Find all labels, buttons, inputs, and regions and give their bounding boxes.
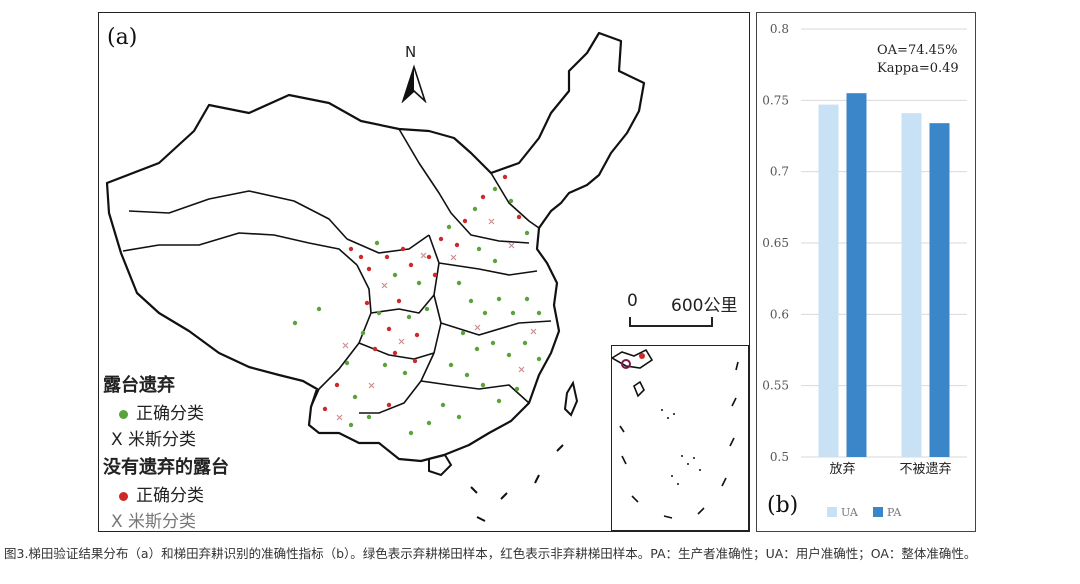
scale-zero: 0: [627, 291, 638, 311]
bar-ua-0: [818, 104, 839, 457]
oa-stat: OA=74.45%: [877, 43, 958, 58]
taiwan-island: [563, 380, 579, 417]
x-tick-label: 放弃: [829, 462, 855, 477]
south-sea-dashes: [470, 444, 564, 522]
north-arrow-icon: [401, 64, 427, 103]
bar-pa-1: [929, 123, 950, 457]
panel-b-label: (b): [767, 493, 799, 518]
chart-legend: UA PA: [827, 506, 902, 519]
y-tick-label: 0.75: [762, 93, 789, 107]
bar-pa-0: [846, 93, 867, 457]
figure-caption: 图3.梯田验证结果分布（a）和梯田弃耕识别的准确性指标（b）。绿色表示弃耕梯田样…: [4, 546, 977, 561]
legend-group1-correct-label: 正确分类: [136, 404, 204, 424]
bar-layer: [818, 93, 950, 457]
y-tick-label: 0.65: [762, 236, 789, 250]
sample-points: [292, 174, 542, 436]
legend-group1-correct: 正确分类: [119, 399, 204, 424]
scale-bar: [629, 317, 713, 327]
y-tick-label: 0.8: [770, 22, 789, 36]
red-dot-icon: [119, 491, 128, 501]
x-tick-labels: 放弃 不被遗弃: [829, 462, 951, 477]
y-tick-label: 0.55: [762, 379, 789, 393]
south-china-sea-inset: [610, 345, 749, 531]
scale-max: 600公里: [671, 296, 738, 316]
panel-a-label: (a): [107, 25, 138, 50]
y-tick-labels: 0.5 0.55 0.6 0.65 0.7 0.75 0.8: [762, 22, 789, 464]
bar-ua-1: [901, 113, 922, 457]
legend-group2-correct-label: 正确分类: [136, 486, 204, 506]
legend-group1-mis: X 米斯分类: [111, 430, 197, 450]
accuracy-bar-chart: 0.5 0.55 0.6 0.65 0.7 0.75 0.8 放弃 不被遗弃 UA PA: [762, 22, 967, 519]
x-tick-label: 不被遗弃: [899, 462, 951, 477]
china-outline: [105, 31, 646, 463]
map-panel: (a) N 0 600公里 露台遗弃: [98, 12, 750, 532]
legend-group2-title: 没有遗弃的露台: [103, 457, 229, 478]
green-dot-icon: [119, 409, 128, 419]
y-tick-label: 0.7: [770, 165, 789, 179]
chart-panel: 0.5 0.55 0.6 0.65 0.7 0.75 0.8 放弃 不被遗弃 UA PA (b)…: [756, 12, 976, 532]
misclass-marks: [336, 218, 537, 421]
legend-swatch: [873, 507, 883, 517]
y-tick-label: 0.6: [770, 307, 789, 321]
china-map: [105, 31, 646, 522]
north-label: N: [405, 43, 417, 61]
legend-label: UA: [841, 506, 859, 519]
y-tick-label: 0.5: [770, 450, 789, 464]
hainan-island: [428, 453, 453, 477]
legend-group2-mis: X 米斯分类: [111, 512, 197, 532]
kappa-stat: Kappa=0.49: [877, 61, 959, 76]
legend-label: PA: [887, 506, 902, 519]
legend-group2-correct: 正确分类: [119, 481, 204, 506]
legend-swatch: [827, 507, 837, 517]
legend-group1-title: 露台遗弃: [103, 375, 175, 396]
